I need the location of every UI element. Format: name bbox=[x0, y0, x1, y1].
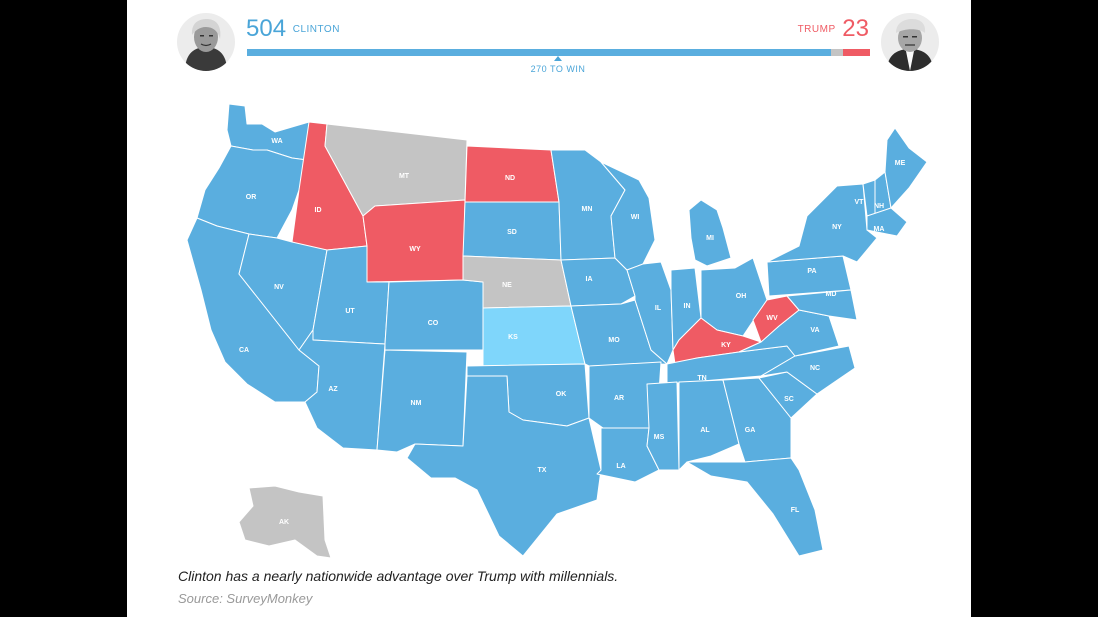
state-co bbox=[384, 279, 484, 351]
state-label-tx: TX bbox=[538, 467, 547, 474]
state-label-il: IL bbox=[655, 305, 662, 312]
state-label-md: MD bbox=[826, 291, 837, 298]
state-label-va: VA bbox=[810, 327, 819, 334]
state-label-wa: WA bbox=[271, 138, 282, 145]
state-label-ma: MA bbox=[874, 226, 885, 233]
clinton-score-value: 504 bbox=[246, 15, 287, 42]
state-tx bbox=[406, 375, 602, 557]
clinton-score-label: CLINTON bbox=[292, 24, 340, 35]
state-wy bbox=[362, 199, 466, 283]
state-pa bbox=[766, 255, 852, 297]
state-label-ia: IA bbox=[586, 276, 593, 283]
state-label-mt: MT bbox=[399, 173, 410, 180]
state-or bbox=[196, 145, 308, 239]
state-label-ne: NE bbox=[502, 282, 512, 289]
state-il bbox=[626, 261, 674, 365]
undecided-bar-segment bbox=[831, 49, 843, 56]
state-md bbox=[786, 289, 858, 321]
state-label-pa: PA bbox=[807, 268, 816, 275]
state-label-id: ID bbox=[315, 207, 322, 214]
state-label-ms: MS bbox=[654, 434, 665, 441]
state-label-nv: NV bbox=[274, 284, 284, 291]
state-label-ca: CA bbox=[239, 347, 249, 354]
trump-bar-segment bbox=[843, 49, 870, 56]
electoral-vote-bar bbox=[247, 49, 870, 56]
trump-score: TRUMP 23 bbox=[798, 16, 869, 43]
state-me bbox=[884, 127, 928, 209]
state-label-ut: UT bbox=[345, 308, 355, 315]
state-label-mn: MN bbox=[582, 206, 593, 213]
state-label-ga: GA bbox=[745, 427, 756, 434]
source: Source: SurveyMonkey bbox=[178, 591, 313, 606]
state-ma bbox=[866, 207, 908, 237]
state-nm bbox=[376, 349, 468, 453]
state-ms bbox=[646, 381, 680, 471]
state-label-ok: OK bbox=[556, 391, 567, 398]
state-label-ar: AR bbox=[614, 395, 624, 402]
state-label-in: IN bbox=[684, 303, 691, 310]
state-label-wy: WY bbox=[409, 246, 421, 253]
state-ny bbox=[766, 183, 878, 263]
state-label-wi: WI bbox=[631, 214, 640, 221]
state-label-sc: SC bbox=[784, 396, 794, 403]
clinton-score: 504 CLINTON bbox=[246, 16, 340, 43]
state-label-az: AZ bbox=[328, 386, 338, 393]
threshold-marker-icon bbox=[554, 56, 562, 61]
threshold-label: 270 TO WIN bbox=[530, 64, 586, 74]
trump-score-label: TRUMP bbox=[797, 24, 836, 35]
state-label-wv: WV bbox=[766, 315, 778, 322]
state-label-vt: VT bbox=[855, 199, 865, 206]
clinton-bar-segment bbox=[247, 49, 831, 56]
state-labels: WA OR CA ID NV MT WY UT AZ CO NM ND SD NE KS OK TX MN IA MO… bbox=[239, 138, 906, 526]
state-label-oh: OH bbox=[736, 293, 747, 300]
state-label-tn: TN bbox=[697, 375, 706, 382]
state-label-co: CO bbox=[428, 320, 439, 327]
state-label-nd: ND bbox=[505, 175, 515, 182]
state-label-al: AL bbox=[700, 427, 710, 434]
caption: Clinton has a nearly nationwide advantag… bbox=[178, 568, 619, 584]
state-label-ny: NY bbox=[832, 224, 842, 231]
state-label-ky: KY bbox=[721, 342, 731, 349]
state-label-nh: NH bbox=[874, 203, 884, 210]
state-label-mo: MO bbox=[608, 337, 620, 344]
state-label-nc: NC bbox=[810, 365, 820, 372]
trump-score-value: 23 bbox=[842, 15, 869, 42]
state-label-fl: FL bbox=[791, 507, 800, 514]
state-label-ak: AK bbox=[279, 519, 289, 526]
state-mi bbox=[688, 199, 732, 267]
state-label-mi: MI bbox=[706, 235, 714, 242]
state-label-or: OR bbox=[246, 194, 257, 201]
us-map: WA OR CA ID NV MT WY UT AZ CO NM ND SD NE KS OK TX MN IA MO… bbox=[186, 103, 928, 559]
state-label-sd: SD bbox=[507, 229, 517, 236]
trump-avatar bbox=[881, 13, 939, 71]
state-label-me: ME bbox=[895, 160, 906, 167]
state-fl bbox=[686, 457, 824, 557]
state-ks bbox=[482, 305, 586, 367]
state-label-nm: NM bbox=[411, 400, 422, 407]
state-label-ks: KS bbox=[508, 334, 518, 341]
map-panel: 504 CLINTON TRUMP 23 270 TO WIN bbox=[127, 0, 971, 617]
state-ak bbox=[238, 485, 332, 559]
state-label-la: LA bbox=[616, 463, 625, 470]
clinton-avatar bbox=[177, 13, 235, 71]
